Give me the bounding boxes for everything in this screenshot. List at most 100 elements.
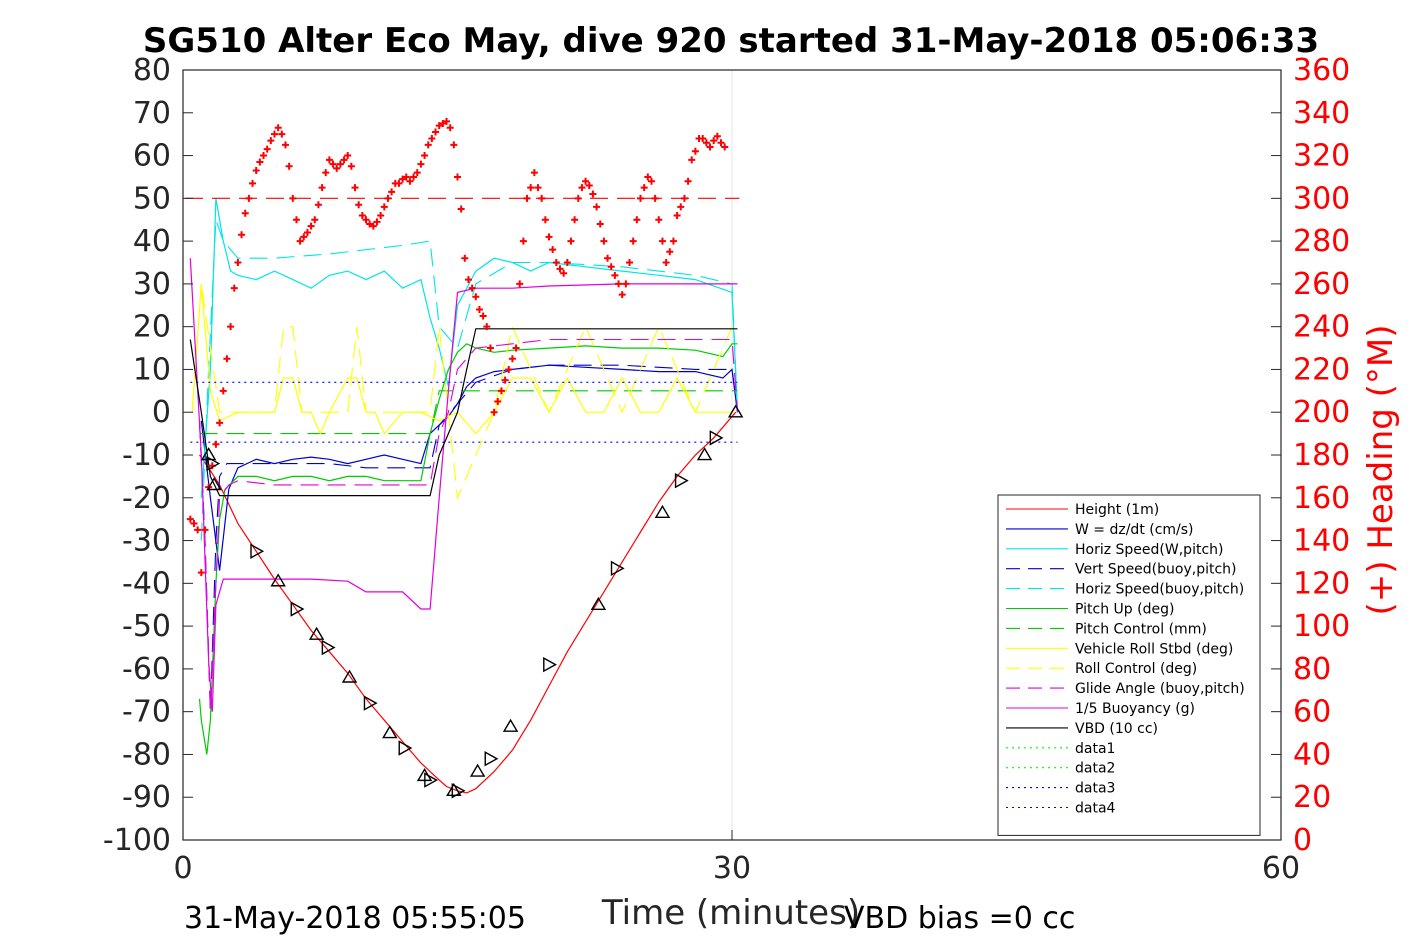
heading-point (662, 259, 670, 266)
heading-point (658, 237, 666, 245)
heading-point (424, 141, 432, 149)
heading-point (417, 160, 425, 168)
heading-point (655, 216, 663, 224)
right-tick-label: 80 (1293, 652, 1331, 687)
heading-point (706, 143, 714, 151)
left-tick-label: -30 (122, 524, 171, 559)
heading-point (490, 408, 498, 416)
height-marker (674, 472, 689, 489)
heading-point (194, 526, 202, 534)
heading-point (329, 160, 337, 168)
right-tick-label: 340 (1293, 96, 1350, 131)
x-tick-label: 60 (1262, 851, 1300, 886)
heading-point (446, 124, 454, 132)
heading-point (454, 173, 461, 181)
heading-point (377, 211, 385, 219)
legend-label: Vert Speed(buoy,pitch) (1075, 562, 1237, 578)
left-tick-label: 50 (133, 181, 171, 216)
left-tick-label: -100 (103, 823, 171, 858)
left-tick-label: -70 (122, 695, 171, 730)
height-marker (321, 639, 336, 656)
heading-point (578, 184, 586, 192)
heading-point (190, 519, 198, 527)
legend-label: Horiz Speed(W,pitch) (1075, 542, 1223, 558)
left-tick-label: 80 (133, 53, 171, 88)
height-marker (709, 430, 724, 446)
series-line-4 (198, 364, 739, 712)
heading-point (362, 216, 370, 224)
heading-point (582, 177, 590, 185)
height-marker (270, 573, 286, 587)
series-layer (189, 198, 739, 794)
heading-point (380, 203, 388, 211)
footer-vbd-bias: VBD bias =0 cc (844, 901, 1075, 936)
heading-point (483, 323, 491, 331)
heading-point (629, 237, 637, 245)
heading-point (571, 216, 579, 224)
heading-point (505, 365, 513, 373)
legend-label: Horiz Speed(buoy,pitch) (1075, 582, 1244, 598)
series-line-11 (189, 258, 738, 712)
heading-point (468, 284, 476, 292)
right-tick-label: 100 (1293, 609, 1350, 644)
heading-point (219, 387, 227, 395)
series-line-8 (191, 283, 732, 436)
heading-point (435, 122, 443, 130)
heading-point (644, 173, 652, 181)
legend-label: Roll Control (deg) (1075, 661, 1197, 677)
right-axis: 3603403203002802602402202001801601401201… (1271, 53, 1350, 858)
heading-point (512, 344, 520, 352)
footer-timestamp: 31-May-2018 05:55:05 (184, 901, 526, 936)
heading-point (508, 355, 516, 363)
heading-point (333, 164, 341, 172)
heading-point (530, 169, 538, 177)
right-tick-label: 200 (1293, 395, 1350, 430)
heading-point (702, 139, 710, 147)
heading-point (615, 280, 623, 288)
legend-label: Pitch Up (deg) (1075, 602, 1174, 618)
right-tick-label: 60 (1293, 695, 1331, 730)
heading-point (238, 231, 246, 239)
x-tick-label: 0 (173, 851, 192, 886)
heading-point (278, 130, 286, 138)
heading-point (717, 139, 725, 147)
right-tick-label: 160 (1293, 481, 1350, 516)
heading-point (669, 237, 677, 245)
x-axis-label: Time (minutes) (601, 893, 860, 933)
heading-point (314, 201, 322, 209)
x-tick-label: 30 (713, 851, 751, 886)
right-tick-label: 140 (1293, 524, 1350, 559)
legend-label: data3 (1075, 781, 1115, 797)
left-tick-label: 70 (133, 96, 171, 131)
heading-point (475, 306, 483, 314)
series-line-9 (191, 283, 733, 500)
heading-point (289, 194, 297, 202)
heading-point (369, 222, 377, 230)
heading-point (292, 216, 300, 224)
left-tick-label: 0 (152, 395, 171, 430)
height-marker (451, 783, 466, 799)
left-tick-label: -20 (122, 481, 171, 516)
heading-point (249, 179, 257, 187)
legend-label: data1 (1075, 741, 1115, 757)
heading-point (399, 175, 407, 183)
heading-point (721, 143, 729, 151)
right-tick-label: 120 (1293, 566, 1350, 601)
heading-point (472, 293, 480, 301)
heading-point (201, 526, 209, 534)
heading-point (534, 184, 542, 192)
heading-point (347, 162, 355, 170)
heading-point (281, 141, 289, 149)
height-marker (341, 669, 358, 683)
heading-point (622, 280, 630, 288)
heading-point (300, 233, 308, 241)
heading-point (600, 237, 608, 245)
heading-point (303, 229, 311, 237)
height-marker (610, 560, 625, 577)
right-tick-label: 0 (1293, 823, 1312, 858)
legend-label: Vehicle Roll Stbd (deg) (1075, 641, 1233, 657)
heading-point (637, 194, 644, 202)
heading-point (501, 376, 509, 384)
series-line-2 (200, 364, 739, 571)
heading-point (486, 344, 494, 352)
